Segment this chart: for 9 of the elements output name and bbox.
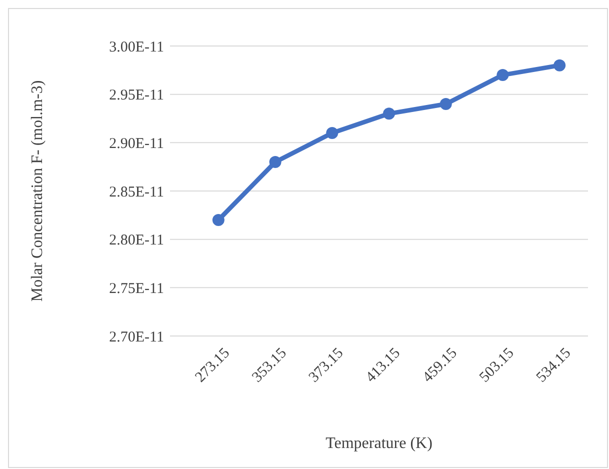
y-tick-label: 2.70E-11 <box>109 329 164 346</box>
y-tick-label: 2.80E-11 <box>109 232 164 249</box>
y-tick-label: 2.90E-11 <box>109 136 164 152</box>
y-tick-label: 3.00E-11 <box>109 39 164 56</box>
y-tick-label: 2.75E-11 <box>109 280 164 297</box>
y-tick-label: 2.95E-11 <box>109 88 164 104</box>
y-tick-label: 2.85E-11 <box>109 184 164 200</box>
x-axis-title: Temperature (K) <box>326 435 432 452</box>
y-axis-title: Molar Concentration F- (mol.m-3) <box>29 80 46 302</box>
